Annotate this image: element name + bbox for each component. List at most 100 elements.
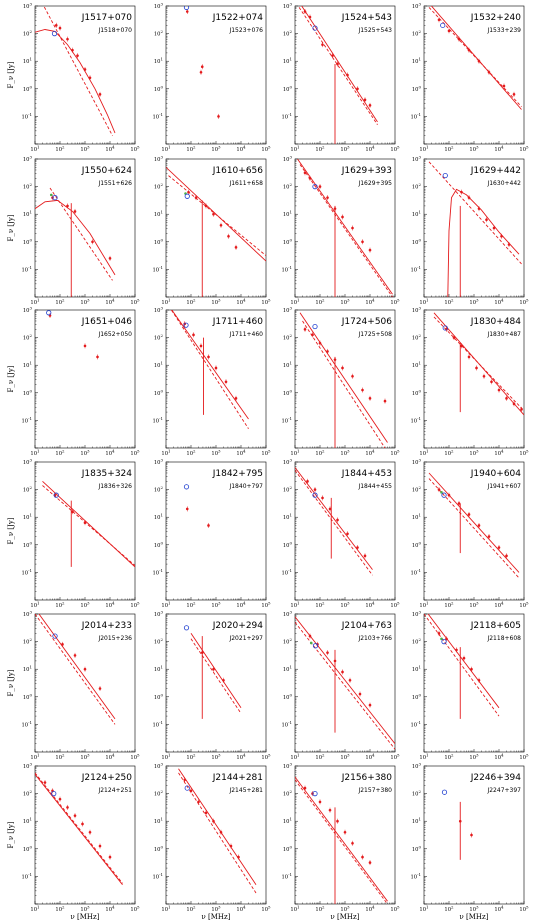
x-tick-label: 103 bbox=[80, 145, 90, 154]
y-tick-label: 100 bbox=[412, 540, 422, 549]
y-tick-label: 101 bbox=[154, 57, 163, 65]
x-tick-label: 104 bbox=[236, 905, 246, 914]
y-tick-label: 102 bbox=[23, 333, 33, 342]
panel-j1532-240: 101 102 103 104 105 10-1 100 101 102 103 J1532+240… bbox=[410, 2, 529, 154]
fit-line bbox=[299, 312, 388, 443]
source-alt-name: J1630+442 bbox=[486, 180, 521, 187]
x-tick-label: 101 bbox=[290, 601, 299, 610]
fit-dashed-line bbox=[35, 614, 116, 725]
panel-j1651-046: 101 102 103 104 105 10-1 100 101 102 103 J1651+046… bbox=[7, 306, 140, 458]
x-tick-label: 105 bbox=[130, 753, 140, 762]
x-tick-label: 104 bbox=[105, 449, 115, 458]
x-tick-label: 101 bbox=[419, 298, 428, 307]
blue-open-point bbox=[183, 625, 190, 631]
x-tick-label: 103 bbox=[340, 753, 350, 762]
x-tick-label: 101 bbox=[290, 753, 299, 762]
y-tick-label: 103 bbox=[412, 155, 422, 164]
y-tick-label: 100 bbox=[283, 692, 293, 701]
y-tick-label: 102 bbox=[154, 637, 164, 646]
y-tick-label: 102 bbox=[154, 789, 164, 798]
fit-dashed-line bbox=[299, 164, 393, 297]
x-tick-label: 105 bbox=[261, 601, 271, 610]
x-tick-label: 104 bbox=[494, 601, 504, 610]
y-tick-label: 102 bbox=[23, 637, 33, 646]
y-tick-label: 103 bbox=[283, 155, 293, 164]
source-name: J1844+453 bbox=[341, 469, 392, 479]
source-alt-name: J1551+626 bbox=[97, 180, 132, 187]
plot-area bbox=[46, 310, 99, 360]
x-tick-label: 105 bbox=[519, 298, 529, 307]
y-tick-label: 103 bbox=[23, 610, 33, 619]
x-tick-label: 105 bbox=[261, 298, 271, 307]
source-alt-name: J1725+508 bbox=[357, 331, 392, 338]
y-tick-label: 100 bbox=[23, 540, 33, 549]
plot-area bbox=[295, 616, 395, 750]
x-tick-label: 102 bbox=[186, 905, 196, 914]
panel-j1842-795: 101 102 103 104 105 10-1 100 101 102 103 J1842+795… bbox=[152, 458, 271, 610]
fit-curve bbox=[35, 199, 116, 276]
y-tick-label: 102 bbox=[23, 29, 33, 38]
x-tick-label: 101 bbox=[30, 601, 39, 610]
plot-area bbox=[295, 467, 373, 576]
x-tick-label: 103 bbox=[340, 145, 350, 154]
x-tick-label: 104 bbox=[494, 753, 504, 762]
y-tick-label: 101 bbox=[23, 57, 32, 65]
y-tick-label: 10-1 bbox=[21, 568, 32, 577]
y-axis-label: F_ν [Jy] bbox=[7, 669, 15, 696]
y-tick-label: 102 bbox=[412, 29, 422, 38]
source-alt-name: J1844+455 bbox=[357, 483, 392, 490]
y-tick-label: 101 bbox=[412, 665, 421, 674]
panel-j1522-074: 101 102 103 104 105 10-1 100 101 102 103 J1522+074… bbox=[152, 2, 271, 154]
x-tick-label: 104 bbox=[494, 449, 504, 458]
y-tick-label: 103 bbox=[412, 2, 422, 11]
x-tick-label: 102 bbox=[315, 753, 325, 762]
y-tick-label: 103 bbox=[283, 2, 293, 11]
y-tick-label: 102 bbox=[283, 29, 293, 38]
blue-open-point bbox=[51, 30, 58, 37]
y-tick-label: 102 bbox=[283, 485, 293, 494]
fit-line bbox=[428, 472, 520, 573]
x-tick-label: 104 bbox=[365, 298, 375, 307]
y-tick-label: 103 bbox=[283, 610, 293, 619]
y-tick-label: 101 bbox=[154, 665, 163, 674]
y-tick-label: 103 bbox=[154, 155, 164, 164]
y-tick-label: 103 bbox=[154, 2, 164, 11]
blue-open-point bbox=[442, 325, 448, 331]
plot-area bbox=[428, 6, 522, 110]
source-name: J2144+281 bbox=[212, 773, 263, 783]
y-tick-label: 100 bbox=[154, 692, 164, 701]
x-tick-label: 104 bbox=[494, 298, 504, 307]
fit-line bbox=[38, 614, 116, 720]
panel-j1550-624: 101 102 103 104 105 10-1 100 101 102 103 J1550+624… bbox=[7, 155, 140, 307]
blue-open-point bbox=[442, 172, 448, 179]
source-name: J1610+656 bbox=[212, 166, 264, 176]
y-tick-label: 103 bbox=[412, 306, 422, 315]
fit-dashed-line bbox=[170, 310, 249, 429]
y-tick-label: 10-1 bbox=[21, 416, 32, 425]
fit-line bbox=[295, 467, 373, 570]
fit-dashed-line bbox=[424, 614, 500, 717]
x-tick-label: 102 bbox=[315, 601, 325, 610]
x-tick-label: 102 bbox=[186, 753, 196, 762]
y-tick-label: 102 bbox=[154, 182, 164, 191]
x-tick-label: 101 bbox=[161, 145, 170, 154]
panel-j2020-294: 101 102 103 104 105 10-1 100 101 102 103 J2020+294… bbox=[152, 610, 271, 762]
y-tick-label: 100 bbox=[23, 237, 33, 246]
x-tick-label: 103 bbox=[469, 298, 479, 307]
source-alt-name: J1836+326 bbox=[97, 483, 132, 490]
y-tick-label: 101 bbox=[154, 210, 163, 219]
x-tick-label: 104 bbox=[105, 601, 115, 610]
x-tick-label: 101 bbox=[419, 145, 428, 154]
y-tick-label: 10-1 bbox=[410, 112, 421, 121]
x-tick-label: 105 bbox=[519, 601, 529, 610]
x-axis-label: ν [MHz] bbox=[71, 913, 100, 920]
x-tick-label: 104 bbox=[105, 753, 115, 762]
y-tick-label: 10-1 bbox=[152, 416, 163, 425]
panel-j1724-506: 101 102 103 104 105 10-1 100 101 102 103 J1724+506… bbox=[281, 306, 400, 458]
x-tick-label: 104 bbox=[105, 298, 115, 307]
source-name: J2118+605 bbox=[470, 621, 521, 631]
x-tick-label: 103 bbox=[340, 449, 350, 458]
plot-area bbox=[297, 6, 378, 144]
x-tick-label: 102 bbox=[186, 449, 196, 458]
y-tick-label: 103 bbox=[23, 762, 33, 771]
